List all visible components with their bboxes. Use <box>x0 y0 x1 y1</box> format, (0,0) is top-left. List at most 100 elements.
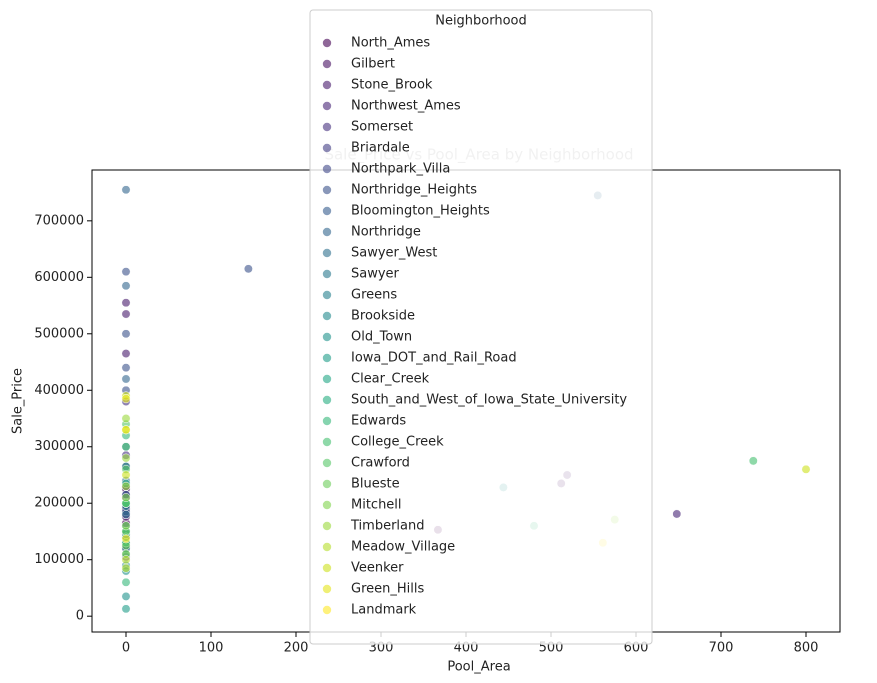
legend-label: Crawford <box>351 456 410 471</box>
legend-label: Meadow_Village <box>351 540 455 555</box>
point <box>121 453 131 463</box>
x-tick-label: 800 <box>794 641 819 656</box>
y-tick-label: 600000 <box>34 270 84 285</box>
point <box>121 591 131 601</box>
legend-label: Stone_Brook <box>351 78 433 93</box>
legend-label: Blueste <box>351 477 400 492</box>
legend-title: Neighborhood <box>435 14 527 29</box>
legend-label: Briardale <box>351 141 410 156</box>
legend-marker <box>322 542 332 552</box>
legend-marker <box>322 500 332 510</box>
point <box>121 604 131 614</box>
legend-label: Northridge <box>351 225 421 240</box>
legend-marker <box>322 584 332 594</box>
legend-marker <box>322 122 332 132</box>
x-tick-label: 100 <box>199 641 224 656</box>
point <box>121 563 131 573</box>
point <box>121 298 131 308</box>
legend-marker <box>322 80 332 90</box>
legend-marker <box>322 374 332 384</box>
point <box>121 493 131 503</box>
legend-label: Veenker <box>351 561 404 576</box>
point <box>121 555 131 565</box>
legend-label: Somerset <box>351 120 413 135</box>
legend-marker <box>322 332 332 342</box>
y-tick-label: 0 <box>76 609 84 624</box>
legend-marker <box>322 290 332 300</box>
legend-label: Iowa_DOT_and_Rail_Road <box>351 351 517 366</box>
y-tick-label: 400000 <box>34 383 84 398</box>
legend-marker <box>322 311 332 321</box>
legend-label: Northridge_Heights <box>351 183 477 198</box>
point <box>748 456 758 466</box>
legend-label: Mitchell <box>351 498 402 513</box>
legend-label: Timberland <box>350 519 424 534</box>
x-tick-label: 700 <box>709 641 734 656</box>
legend-label: Old_Town <box>351 330 412 345</box>
point <box>121 521 131 531</box>
legend-label: South_and_West_of_Iowa_State_University <box>351 393 627 408</box>
legend-marker <box>322 416 332 426</box>
legend-marker <box>322 59 332 69</box>
point <box>121 185 131 195</box>
legend-marker <box>322 164 332 174</box>
y-tick-label: 200000 <box>34 496 84 511</box>
legend-marker <box>322 143 332 153</box>
x-axis-label: Pool_Area <box>447 660 510 675</box>
legend-label: Brookside <box>351 309 415 324</box>
legend-marker <box>322 269 332 279</box>
legend-marker <box>322 479 332 489</box>
y-tick-label: 300000 <box>34 439 84 454</box>
y-tick-label: 500000 <box>34 326 84 341</box>
legend-marker <box>322 206 332 216</box>
legend-marker <box>322 353 332 363</box>
legend-marker <box>322 248 332 258</box>
y-tick-label: 100000 <box>34 552 84 567</box>
point <box>121 374 131 384</box>
legend-marker <box>322 605 332 615</box>
point <box>121 425 131 435</box>
point <box>121 534 131 544</box>
point <box>121 510 131 519</box>
point <box>121 329 131 339</box>
legend-label: North_Ames <box>351 36 430 51</box>
point <box>121 394 131 404</box>
legend-label: Northpark_Villa <box>351 162 450 177</box>
point <box>121 267 131 277</box>
legend-label: Bloomington_Heights <box>351 204 490 219</box>
legend-box <box>309 9 653 645</box>
legend-marker <box>322 395 332 405</box>
point <box>121 414 131 423</box>
legend-marker <box>322 563 332 573</box>
legend-marker <box>322 185 332 195</box>
point <box>243 264 253 274</box>
point <box>801 464 811 474</box>
legend-marker <box>322 38 332 48</box>
legend-label: Sawyer_West <box>351 246 437 261</box>
point <box>121 442 131 452</box>
point <box>121 577 131 587</box>
legend-label: Greens <box>351 288 397 303</box>
point <box>121 481 131 491</box>
legend-label: Edwards <box>351 414 406 429</box>
x-tick-label: 200 <box>284 641 309 656</box>
legend-label: Northwest_Ames <box>351 99 461 114</box>
legend-label: Gilbert <box>351 57 395 72</box>
point <box>121 363 131 373</box>
point <box>121 281 131 291</box>
legend-label: Green_Hills <box>351 582 424 597</box>
y-tick-label: 700000 <box>34 213 84 228</box>
point <box>121 309 131 319</box>
legend-label: Sawyer <box>351 267 400 282</box>
legend-marker <box>322 521 332 531</box>
legend-label: Clear_Creek <box>351 372 430 387</box>
legend-marker <box>322 101 332 111</box>
legend-label: Landmark <box>351 603 417 618</box>
legend-marker <box>322 437 332 447</box>
legend-marker <box>322 227 332 237</box>
y-axis-label: Sale_Price <box>11 368 26 434</box>
legend-label: College_Creek <box>351 435 444 450</box>
legend-marker <box>322 458 332 468</box>
point <box>672 509 682 519</box>
